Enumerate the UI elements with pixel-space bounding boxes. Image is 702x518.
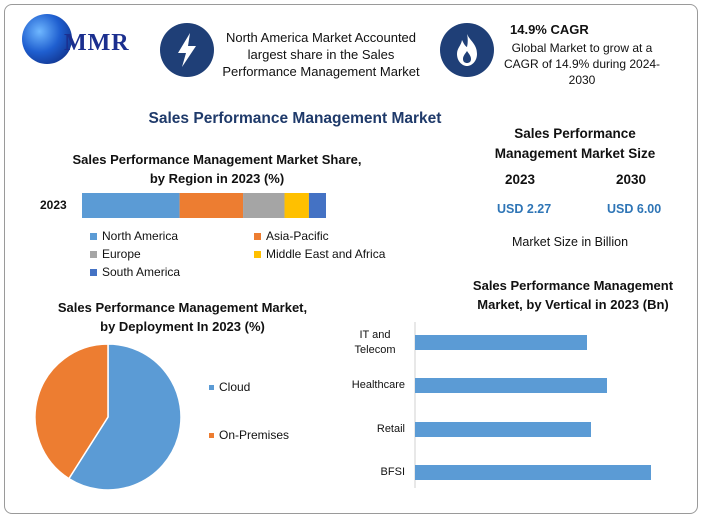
legend-label: Middle East and Africa — [266, 247, 386, 261]
brand-logo-text: MMR — [64, 30, 130, 56]
legend-swatch — [209, 432, 214, 438]
region-bar-segment-middle-east-and-africa — [284, 193, 309, 218]
legend-swatch — [209, 384, 214, 390]
market-size-year-2023: 2023 — [505, 172, 536, 187]
vertical-category-label-it-and-telecom: IT and Telecom — [354, 328, 396, 356]
legend-label: On-Premises — [219, 428, 290, 442]
region-chart-category-label: 2023 — [40, 198, 67, 212]
deployment-chart-title: Sales Performance Management Market, by … — [57, 300, 308, 334]
legend-swatch — [90, 232, 97, 240]
legend-item-asia-pacific: Asia-Pacific — [254, 229, 329, 243]
legend-item-europe: Europe — [90, 247, 141, 261]
legend-swatch — [254, 250, 261, 258]
legend-swatch — [254, 232, 261, 240]
vertical-chart-title: Sales Performance Management Market, by … — [472, 278, 674, 312]
cagr-title: 14.9% CAGR — [510, 22, 589, 37]
vertical-bar-bfsi — [415, 465, 651, 480]
legend-label: South America — [102, 265, 181, 279]
globe-logo-icon — [22, 14, 72, 64]
vertical-category-label-retail: Retail — [376, 423, 405, 435]
lightning-icon — [160, 23, 214, 77]
flame-icon — [440, 23, 494, 77]
vertical-bar-retail — [415, 422, 591, 437]
legend-item-middle-east-and-africa: Middle East and Africa — [254, 247, 385, 261]
market-size-title: Sales Performance Management Market Size — [494, 126, 656, 161]
legend-item-cloud: Cloud — [209, 380, 250, 394]
main-title: Sales Performance Management Market — [148, 110, 442, 127]
region-bar-segment-europe — [243, 193, 285, 218]
cagr-text: Global Market to grow at a CAGR of 14.9%… — [503, 41, 661, 87]
region-bar-segment-asia-pacific — [179, 193, 244, 218]
vertical-category-label-bfsi: BFSI — [380, 466, 405, 478]
market-size-value-2023: USD 2.27 — [497, 202, 552, 216]
legend-item-north-america: North America — [90, 229, 178, 243]
market-size-value-2030: USD 6.00 — [607, 202, 662, 216]
vertical-category-label-healthcare: Healthcare — [351, 379, 405, 391]
legend-swatch — [90, 250, 97, 258]
region-highlight-text: North America Market Accounted largest s… — [222, 30, 420, 79]
legend-label: Cloud — [219, 380, 251, 394]
vertical-bar-it-and-telecom — [415, 335, 587, 350]
pie-slice-on-premises — [34, 343, 109, 480]
legend-label: Asia-Pacific — [266, 229, 329, 243]
market-size-year-2030: 2030 — [616, 172, 647, 187]
legend-label: Europe — [102, 247, 141, 261]
legend-item-on-premises: On-Premises — [209, 428, 289, 442]
market-size-unit-note: Market Size in Billion — [512, 235, 629, 249]
region-chart-title: Sales Performance Management Market Shar… — [72, 152, 362, 186]
vertical-bar-healthcare — [415, 378, 607, 393]
pie-slice-cloud — [67, 343, 182, 491]
region-bar-segment-north-america — [82, 193, 180, 218]
legend-swatch — [90, 268, 97, 276]
region-bar-segment-south-america — [308, 193, 326, 218]
legend-item-south-america: South America — [90, 265, 180, 279]
legend-label: North America — [102, 229, 179, 243]
